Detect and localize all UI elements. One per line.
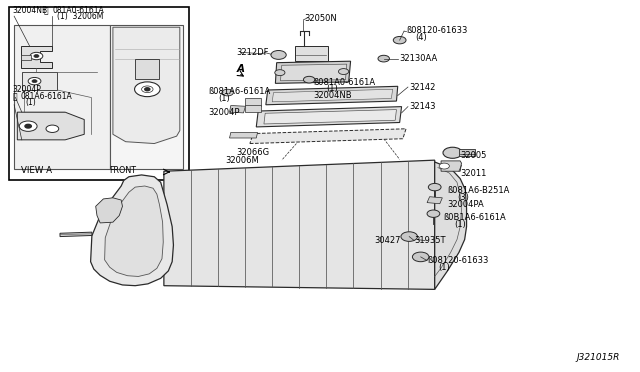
Text: ß08120-61633: ß08120-61633 <box>427 256 488 265</box>
Circle shape <box>32 80 37 83</box>
Text: 081A0-6161A: 081A0-6161A <box>52 6 104 15</box>
Circle shape <box>394 36 406 44</box>
Text: (1): (1) <box>218 94 230 103</box>
Text: 31935T: 31935T <box>414 236 446 245</box>
Bar <box>459 149 475 156</box>
Polygon shape <box>60 232 92 237</box>
Circle shape <box>134 82 160 97</box>
Bar <box>135 59 159 79</box>
Polygon shape <box>17 112 84 140</box>
Polygon shape <box>230 132 257 138</box>
Polygon shape <box>256 107 401 127</box>
Circle shape <box>339 68 349 74</box>
Text: 32005: 32005 <box>460 151 486 160</box>
Circle shape <box>222 89 234 96</box>
Text: VIEW A: VIEW A <box>20 166 51 175</box>
Circle shape <box>34 55 39 58</box>
Bar <box>14 25 109 169</box>
Polygon shape <box>104 186 163 276</box>
Text: ß081A6-B251A: ß081A6-B251A <box>447 186 510 195</box>
Text: 32143: 32143 <box>409 102 436 111</box>
Circle shape <box>439 163 449 169</box>
Text: 32011: 32011 <box>460 169 486 178</box>
Polygon shape <box>250 129 406 144</box>
Circle shape <box>19 121 37 131</box>
Circle shape <box>428 183 441 191</box>
Circle shape <box>46 125 59 132</box>
Text: Ⓑ: Ⓑ <box>44 6 49 15</box>
Polygon shape <box>96 198 122 223</box>
Text: ß0B1A6-6161A: ß0B1A6-6161A <box>443 213 506 222</box>
Circle shape <box>427 210 440 217</box>
Circle shape <box>28 77 41 85</box>
Circle shape <box>275 70 285 76</box>
Text: A: A <box>237 64 245 74</box>
Polygon shape <box>164 160 435 289</box>
Text: (1)  32006M: (1) 32006M <box>58 12 104 20</box>
Text: 32004NB: 32004NB <box>314 91 352 100</box>
Bar <box>20 55 31 61</box>
Polygon shape <box>280 64 347 81</box>
Bar <box>246 98 261 106</box>
Polygon shape <box>272 89 393 102</box>
Polygon shape <box>266 86 397 105</box>
Circle shape <box>25 124 31 128</box>
Circle shape <box>412 252 429 262</box>
Text: 32050N: 32050N <box>304 13 337 22</box>
Bar <box>22 72 57 90</box>
Bar <box>246 105 261 112</box>
Text: (1): (1) <box>26 98 36 107</box>
Text: 32006M: 32006M <box>226 155 259 165</box>
Circle shape <box>401 232 417 241</box>
Circle shape <box>271 51 286 60</box>
Text: (1): (1) <box>326 84 338 93</box>
Polygon shape <box>441 161 461 171</box>
Text: (4): (4) <box>415 33 428 42</box>
Circle shape <box>145 88 150 91</box>
Bar <box>109 25 183 169</box>
Polygon shape <box>275 61 351 83</box>
Text: 32130AA: 32130AA <box>399 54 438 63</box>
Text: J321015R: J321015R <box>576 353 620 362</box>
Text: FRONT: FRONT <box>109 166 137 175</box>
Text: (1): (1) <box>454 219 465 228</box>
Text: ß081A6-6161A: ß081A6-6161A <box>209 87 271 96</box>
Bar <box>9 7 189 180</box>
Polygon shape <box>20 46 52 68</box>
Text: Ⓑ: Ⓑ <box>13 92 17 101</box>
Text: 3212DF: 3212DF <box>236 48 268 57</box>
Text: 32004P: 32004P <box>209 108 240 117</box>
Text: 32142: 32142 <box>409 83 436 92</box>
Circle shape <box>303 76 315 83</box>
Text: 30427: 30427 <box>374 236 401 245</box>
Text: 32004P: 32004P <box>13 86 42 94</box>
Circle shape <box>443 147 462 158</box>
Circle shape <box>378 55 390 62</box>
Polygon shape <box>427 197 442 204</box>
Text: 32066G: 32066G <box>236 148 269 157</box>
Text: (3): (3) <box>457 193 469 202</box>
Polygon shape <box>113 27 180 144</box>
Text: ß08120-61633: ß08120-61633 <box>406 26 467 35</box>
Circle shape <box>30 52 43 60</box>
Text: (1): (1) <box>438 263 450 272</box>
Polygon shape <box>230 106 246 113</box>
Text: ß081A0-6161A: ß081A0-6161A <box>314 78 376 87</box>
Circle shape <box>141 86 153 93</box>
Text: 32004PA: 32004PA <box>447 200 484 209</box>
Text: 32004NB: 32004NB <box>13 6 48 15</box>
Polygon shape <box>264 110 396 124</box>
Bar <box>294 46 328 61</box>
Polygon shape <box>435 162 467 289</box>
Polygon shape <box>91 175 173 286</box>
Text: 081A6-6161A: 081A6-6161A <box>20 92 72 101</box>
